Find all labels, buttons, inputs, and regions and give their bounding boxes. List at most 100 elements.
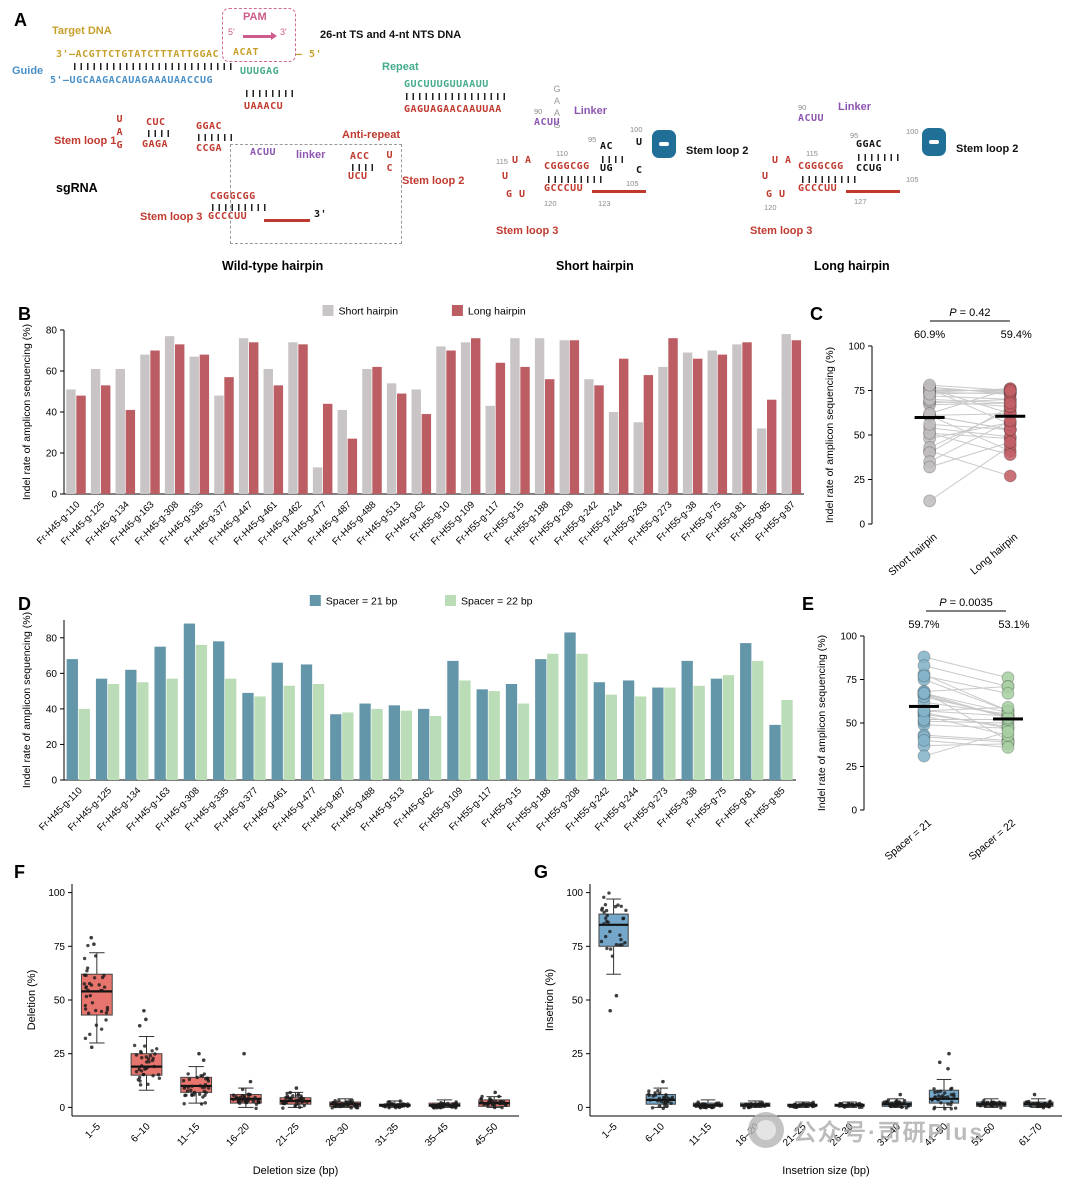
y-tick-label: 75 bbox=[846, 675, 858, 686]
stem-loop3-label: Stem loop 3 bbox=[140, 211, 203, 223]
x-tick-label: 1–5 bbox=[600, 1121, 620, 1141]
data-point bbox=[86, 1011, 91, 1015]
data-point bbox=[933, 1105, 937, 1110]
data-point bbox=[151, 1056, 155, 1061]
position-120: 120 bbox=[764, 203, 777, 212]
data-point bbox=[1030, 1102, 1035, 1106]
data-point bbox=[254, 1106, 258, 1111]
base-pairing-ticks bbox=[74, 63, 234, 70]
bar bbox=[545, 379, 555, 494]
stem-loop3-strand-line bbox=[264, 219, 310, 222]
guide-sequence: 5'–UGCAAGACAUAGAAAUAACCUG bbox=[50, 75, 214, 86]
bar bbox=[559, 340, 569, 494]
data-point bbox=[1041, 1106, 1046, 1110]
data-point bbox=[930, 1098, 934, 1102]
y-tick-label: 25 bbox=[54, 1049, 66, 1060]
position-95: 95 bbox=[588, 135, 597, 144]
bar bbox=[78, 708, 90, 780]
stem-loop1-top-sequence: CUC bbox=[146, 117, 166, 128]
data-point bbox=[656, 1099, 660, 1103]
bar bbox=[791, 340, 802, 494]
data-point bbox=[330, 1106, 334, 1110]
linker-sequence: ACUU bbox=[250, 147, 277, 158]
dot bbox=[917, 669, 931, 683]
sgrna-label: sgRNA bbox=[56, 181, 98, 195]
pair-line bbox=[923, 734, 1009, 741]
bar bbox=[95, 678, 108, 780]
pair-line bbox=[929, 445, 1011, 502]
x-tick-label: Spacer = 22 bbox=[967, 817, 1018, 863]
x-tick-label: Long hairpin bbox=[968, 531, 1020, 577]
data-point bbox=[1048, 1100, 1052, 1105]
dot bbox=[1001, 700, 1015, 714]
bar bbox=[769, 724, 781, 780]
panel-d-label: D bbox=[18, 594, 31, 614]
bar bbox=[288, 342, 298, 494]
bar bbox=[166, 678, 178, 780]
wild-type-hairpin-caption: Wild-type hairpin bbox=[222, 259, 324, 273]
data-point bbox=[647, 1092, 651, 1096]
data-point bbox=[203, 1101, 207, 1105]
data-point bbox=[82, 956, 87, 961]
data-point bbox=[662, 1101, 666, 1105]
data-point bbox=[246, 1092, 250, 1097]
data-point bbox=[403, 1103, 408, 1107]
data-point bbox=[93, 954, 98, 958]
data-point bbox=[148, 1053, 153, 1058]
data-point bbox=[157, 1076, 162, 1080]
bar bbox=[254, 696, 266, 780]
y-tick-label: 0 bbox=[59, 1103, 65, 1114]
stem-loop1-bottom-sequence-2: CCGA bbox=[196, 143, 223, 154]
group-mean: 59.4% bbox=[1001, 329, 1032, 341]
pair-line bbox=[923, 731, 1009, 757]
data-point bbox=[206, 1077, 210, 1081]
y-tick-label: 50 bbox=[846, 719, 858, 730]
bar bbox=[397, 393, 407, 494]
data-point bbox=[952, 1094, 956, 1098]
bar bbox=[710, 678, 723, 780]
bar bbox=[140, 354, 150, 494]
data-point bbox=[604, 916, 608, 920]
data-point bbox=[606, 920, 610, 924]
data-point bbox=[990, 1104, 995, 1108]
bar bbox=[189, 356, 199, 494]
data-point bbox=[391, 1102, 395, 1107]
data-point bbox=[856, 1102, 860, 1107]
bar bbox=[76, 395, 86, 494]
data-point bbox=[603, 903, 608, 907]
data-point bbox=[902, 1098, 907, 1103]
bar bbox=[664, 687, 676, 780]
data-point bbox=[152, 1064, 156, 1069]
y-tick-label: 100 bbox=[48, 888, 65, 899]
data-point bbox=[895, 1099, 899, 1103]
data-point bbox=[83, 1003, 88, 1008]
stem-loop2-bottom-sequence: UCU bbox=[348, 171, 368, 182]
y-tick-label: 75 bbox=[54, 942, 66, 953]
y-tick-label: 0 bbox=[51, 490, 57, 501]
panel-f-box-plot: 0 25 50 75 100 Deletion (%) Deletion size (bp)… bbox=[22, 872, 527, 1180]
data-point bbox=[608, 929, 612, 934]
data-point bbox=[614, 943, 619, 947]
data-point bbox=[104, 1018, 108, 1022]
long-strand-line bbox=[846, 190, 900, 193]
stem-loop-2-icon bbox=[652, 130, 676, 158]
data-point bbox=[714, 1101, 719, 1105]
y-axis-title: Indel rate of amplicon sequencing (%) bbox=[21, 324, 33, 500]
long-stem-top-sequence: GGAC bbox=[856, 139, 883, 150]
data-point bbox=[136, 1078, 141, 1082]
bar bbox=[371, 708, 383, 780]
data-point bbox=[132, 1043, 137, 1048]
bar bbox=[417, 708, 430, 780]
data-point bbox=[341, 1102, 346, 1107]
bar bbox=[388, 705, 401, 780]
data-point bbox=[231, 1093, 236, 1097]
data-point bbox=[999, 1106, 1003, 1110]
data-point bbox=[900, 1102, 904, 1106]
outlier-point bbox=[89, 935, 94, 940]
data-point bbox=[985, 1100, 990, 1105]
data-point bbox=[897, 1100, 902, 1104]
data-point bbox=[847, 1103, 851, 1107]
data-point bbox=[666, 1099, 670, 1103]
bar bbox=[634, 696, 647, 780]
